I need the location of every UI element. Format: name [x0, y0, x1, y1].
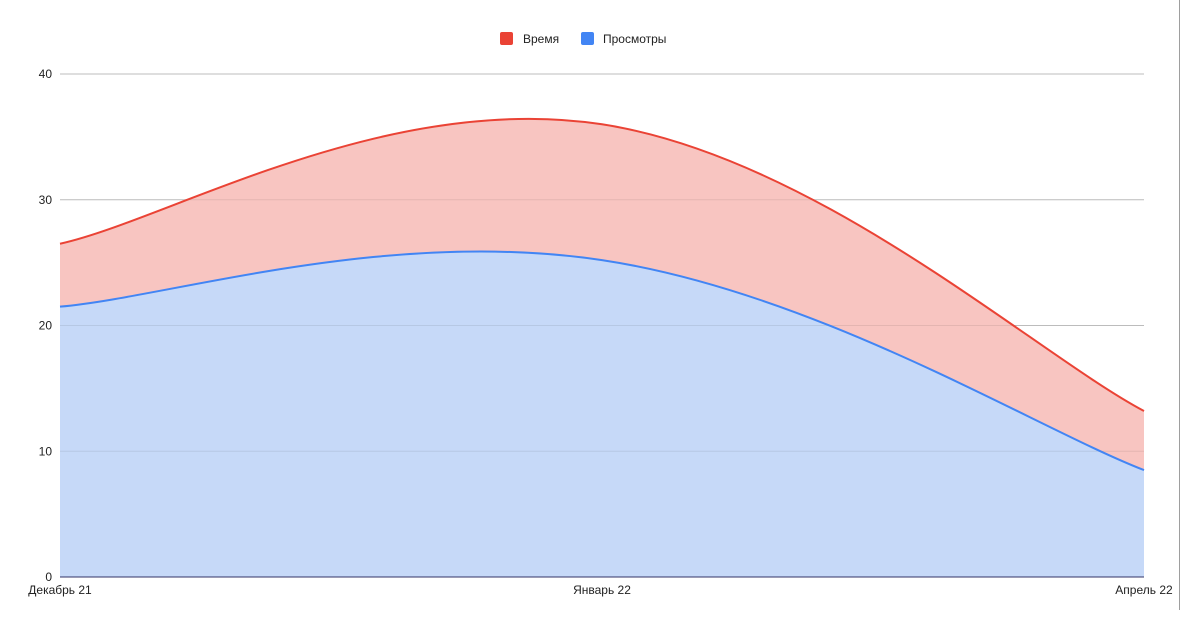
legend: Время Просмотры [500, 32, 666, 46]
y-tick-label: 20 [39, 319, 53, 333]
legend-label: Время [523, 32, 559, 46]
y-tick-label: 10 [39, 444, 53, 458]
x-tick-label: Декабрь 21 [28, 583, 92, 597]
y-tick-label: 0 [45, 570, 52, 584]
legend-swatch [581, 32, 594, 45]
chart-right-border [1179, 0, 1180, 610]
area-views [60, 251, 1144, 577]
y-tick-label: 40 [39, 67, 53, 81]
x-tick-label: Январь 22 [573, 583, 631, 597]
x-tick-label: Апрель 22 [1115, 583, 1173, 597]
series-line-time [59, 117, 1145, 412]
series-line-views [59, 250, 1145, 472]
y-tick-label: 30 [39, 193, 53, 207]
legend-swatch [500, 32, 513, 45]
legend-label: Просмотры [603, 32, 666, 46]
